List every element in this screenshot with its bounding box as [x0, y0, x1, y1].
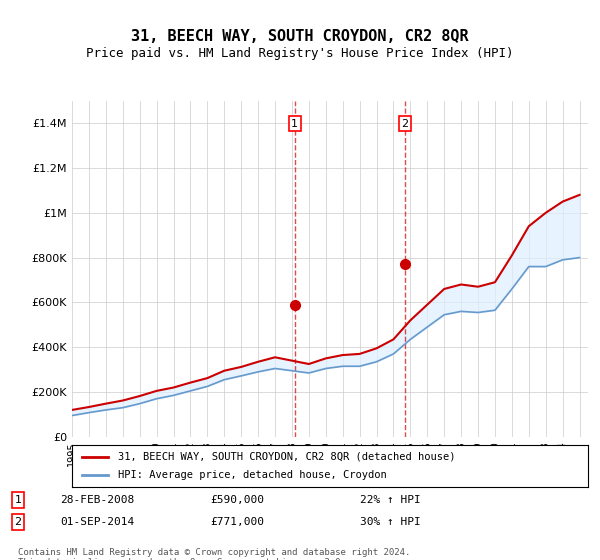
- Text: 2: 2: [14, 517, 22, 528]
- Text: 30% ↑ HPI: 30% ↑ HPI: [360, 517, 421, 528]
- Text: Contains HM Land Registry data © Crown copyright and database right 2024.
This d: Contains HM Land Registry data © Crown c…: [18, 548, 410, 560]
- Text: 01-SEP-2014: 01-SEP-2014: [60, 517, 134, 528]
- Text: 2: 2: [401, 119, 409, 129]
- Text: HPI: Average price, detached house, Croydon: HPI: Average price, detached house, Croy…: [118, 470, 387, 480]
- Text: Price paid vs. HM Land Registry's House Price Index (HPI): Price paid vs. HM Land Registry's House …: [86, 46, 514, 60]
- Text: 1: 1: [14, 495, 22, 505]
- Text: 22% ↑ HPI: 22% ↑ HPI: [360, 495, 421, 505]
- Text: 1: 1: [292, 119, 298, 129]
- Text: 28-FEB-2008: 28-FEB-2008: [60, 495, 134, 505]
- Text: £771,000: £771,000: [210, 517, 264, 528]
- Text: £590,000: £590,000: [210, 495, 264, 505]
- Text: 31, BEECH WAY, SOUTH CROYDON, CR2 8QR (detached house): 31, BEECH WAY, SOUTH CROYDON, CR2 8QR (d…: [118, 452, 456, 462]
- Text: 31, BEECH WAY, SOUTH CROYDON, CR2 8QR: 31, BEECH WAY, SOUTH CROYDON, CR2 8QR: [131, 29, 469, 44]
